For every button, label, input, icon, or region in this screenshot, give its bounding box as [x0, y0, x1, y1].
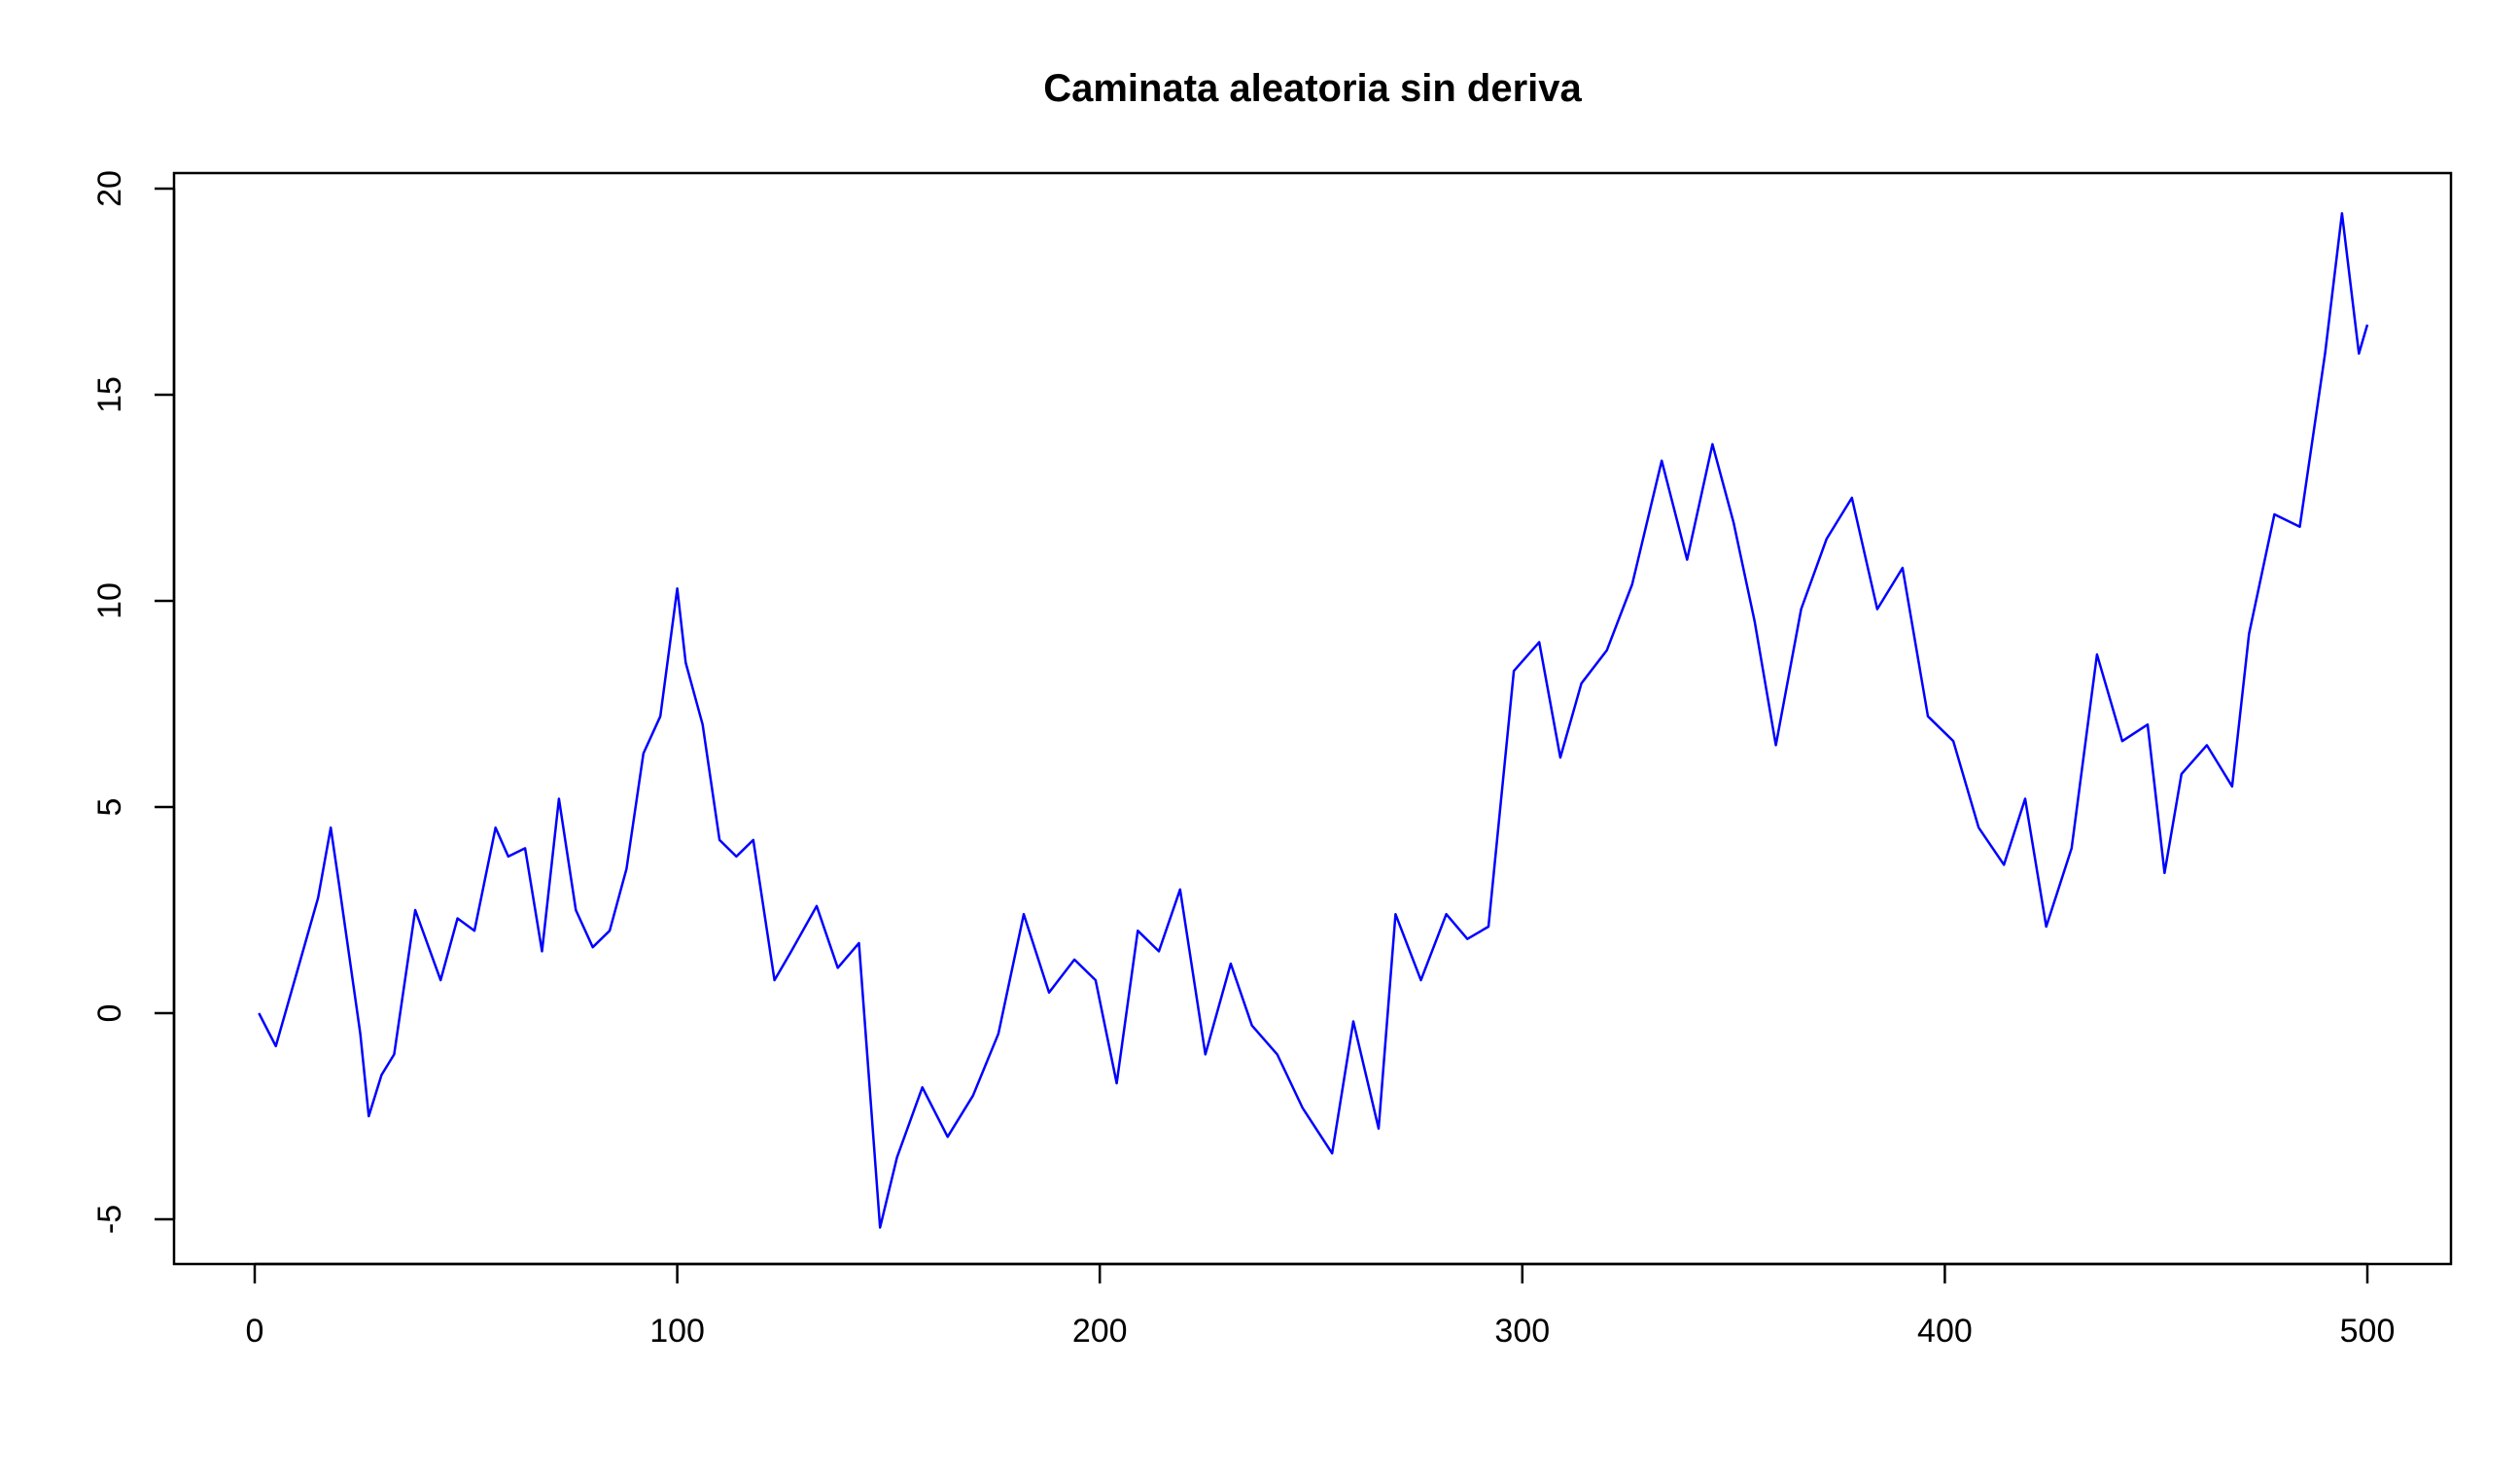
x-tick-label: 500	[2340, 1313, 2396, 1350]
y-tick-label: -5	[91, 1205, 128, 1234]
x-tick-label: 200	[1072, 1313, 1128, 1350]
x-tick-label: 100	[649, 1313, 705, 1350]
x-tick-label: 400	[1917, 1313, 1973, 1350]
y-tick-label: 15	[91, 376, 128, 413]
y-tick-label: 0	[91, 1004, 128, 1023]
y-tick-label: 10	[91, 582, 128, 619]
series-line	[258, 212, 2369, 1229]
x-axis: 0 100 200 300 400 500	[246, 1262, 2396, 1350]
x-tick-label: 0	[246, 1313, 264, 1350]
x-tick-label: 300	[1494, 1313, 1550, 1350]
y-tick-label: 20	[91, 170, 128, 207]
y-tick-label: 5	[91, 798, 128, 817]
y-axis: -5 0 5 10 15 20	[91, 170, 176, 1234]
series-layer	[258, 212, 2369, 1229]
chart-title: Caminata aleatoria sin deriva	[1043, 67, 1582, 110]
plot-frame	[172, 171, 2453, 1266]
